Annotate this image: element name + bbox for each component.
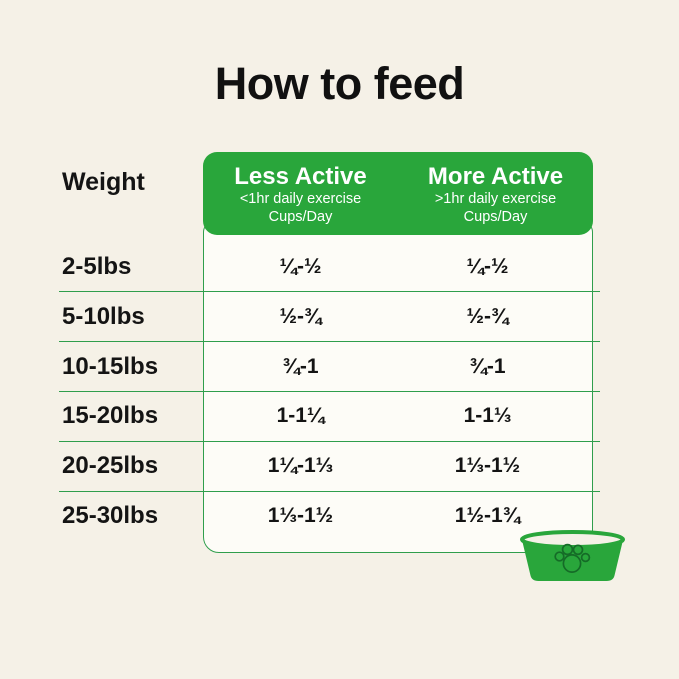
table-row: 15-20lbs 1-1¼ 1-1⅓ (0, 402, 679, 430)
more-active-unit: Cups/Day (463, 209, 528, 225)
table-row: 25-30lbs 1⅓-1½ 1½-1¾ (0, 502, 679, 530)
less-active-unit: Cups/Day (268, 209, 333, 225)
table-row: 2-5lbs ¼-½ ¼-½ (0, 253, 679, 281)
more-active-column-header: More Active >1hr daily exercise Cups/Day (398, 152, 593, 235)
paw-print-icon (554, 543, 591, 573)
feeding-table-panel (203, 222, 593, 553)
less-active-cell: ¼-½ (279, 255, 322, 278)
less-active-cell: ¾-1 (282, 355, 319, 378)
more-active-cell: ½-¾ (466, 305, 509, 328)
weight-cell: 25-30lbs (62, 502, 159, 529)
table-row: 5-10lbs ½-¾ ½-¾ (0, 303, 679, 331)
less-active-subtitle: <1hr daily exercise (239, 191, 362, 207)
activity-columns-header: Less Active <1hr daily exercise Cups/Day… (203, 152, 593, 235)
weight-column-header: Weight (62, 168, 145, 196)
less-active-column-header: Less Active <1hr daily exercise Cups/Day (203, 152, 398, 235)
table-row: 20-25lbs 1¼-1⅓ 1⅓-1½ (0, 452, 679, 480)
more-active-title: More Active (427, 163, 564, 190)
row-divider (59, 291, 600, 292)
more-active-subtitle: >1hr daily exercise (434, 191, 557, 207)
less-active-cell: 1⅓-1½ (267, 504, 334, 527)
less-active-cell: ½-¾ (279, 305, 322, 328)
more-active-cell: 1½-1¾ (454, 504, 521, 527)
less-active-cell: 1¼-1⅓ (267, 454, 334, 477)
weight-cell: 20-25lbs (62, 452, 159, 479)
more-active-cell: ¾-1 (469, 355, 506, 378)
weight-cell: 10-15lbs (62, 353, 159, 380)
less-active-title: Less Active (234, 163, 367, 190)
row-divider (59, 441, 600, 442)
weight-cell: 2-5lbs (62, 253, 132, 280)
table-row: 10-15lbs ¾-1 ¾-1 (0, 353, 679, 381)
dog-bowl-icon (516, 529, 629, 586)
more-active-cell: ¼-½ (466, 255, 509, 278)
page-title: How to feed (214, 58, 465, 109)
row-divider (59, 391, 600, 392)
weight-cell: 15-20lbs (62, 402, 159, 429)
weight-cell: 5-10lbs (62, 303, 145, 330)
row-divider (59, 491, 600, 492)
more-active-cell: 1-1⅓ (463, 404, 512, 427)
less-active-cell: 1-1¼ (276, 404, 325, 427)
more-active-cell: 1⅓-1½ (454, 454, 521, 477)
row-divider (59, 341, 600, 342)
